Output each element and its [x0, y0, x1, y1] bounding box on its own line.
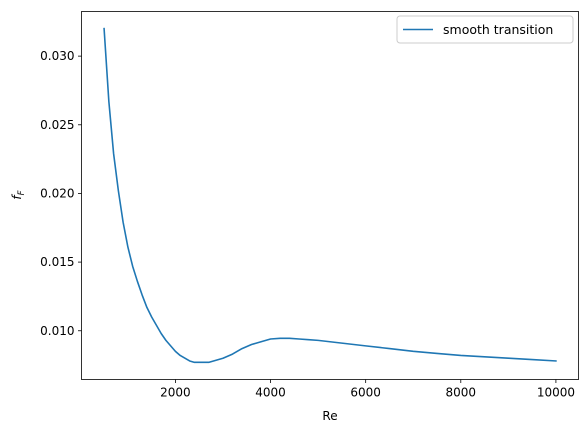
- x-tick-label: 2000: [160, 386, 191, 400]
- series-layer: [103, 27, 557, 364]
- x-axis-label: Re: [322, 409, 337, 423]
- y-axis-label-main: f: [10, 194, 24, 200]
- y-axis-label: fF: [10, 190, 27, 199]
- legend: smooth transition: [396, 15, 574, 44]
- plot-frame: [81, 11, 579, 380]
- x-tick-label: 10000: [537, 386, 575, 400]
- y-tick-label: 0.015: [40, 255, 74, 269]
- x-tick-label: 4000: [255, 386, 286, 400]
- x-tick-label: 6000: [350, 386, 381, 400]
- y-tick-label: 0.010: [40, 324, 74, 338]
- y-tick-label: 0.030: [40, 49, 74, 63]
- legend-box: [396, 15, 574, 44]
- x-tick-label: 8000: [446, 386, 477, 400]
- y-axis-ticks: 0.010 0.015 0.020 0.025 0.030: [40, 49, 82, 338]
- y-axis-label-sub: F: [17, 190, 27, 195]
- plot-area: [81, 11, 579, 380]
- legend-label: smooth transition: [443, 22, 553, 37]
- y-tick-label: 0.025: [40, 118, 74, 132]
- series-line-smooth-transition: [103, 27, 557, 364]
- x-axis-ticks: 2000 4000 6000 8000 10000: [160, 379, 575, 400]
- y-tick-label: 0.020: [40, 186, 74, 200]
